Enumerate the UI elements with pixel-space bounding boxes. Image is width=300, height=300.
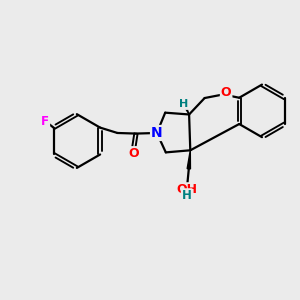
Text: H: H [178, 99, 188, 109]
Text: O: O [221, 86, 231, 100]
Text: H: H [182, 189, 192, 202]
Polygon shape [187, 150, 190, 169]
Text: F: F [41, 115, 49, 128]
Text: O: O [128, 147, 139, 160]
Polygon shape [185, 107, 189, 115]
Text: N: N [151, 126, 163, 140]
Text: OH: OH [177, 183, 198, 196]
